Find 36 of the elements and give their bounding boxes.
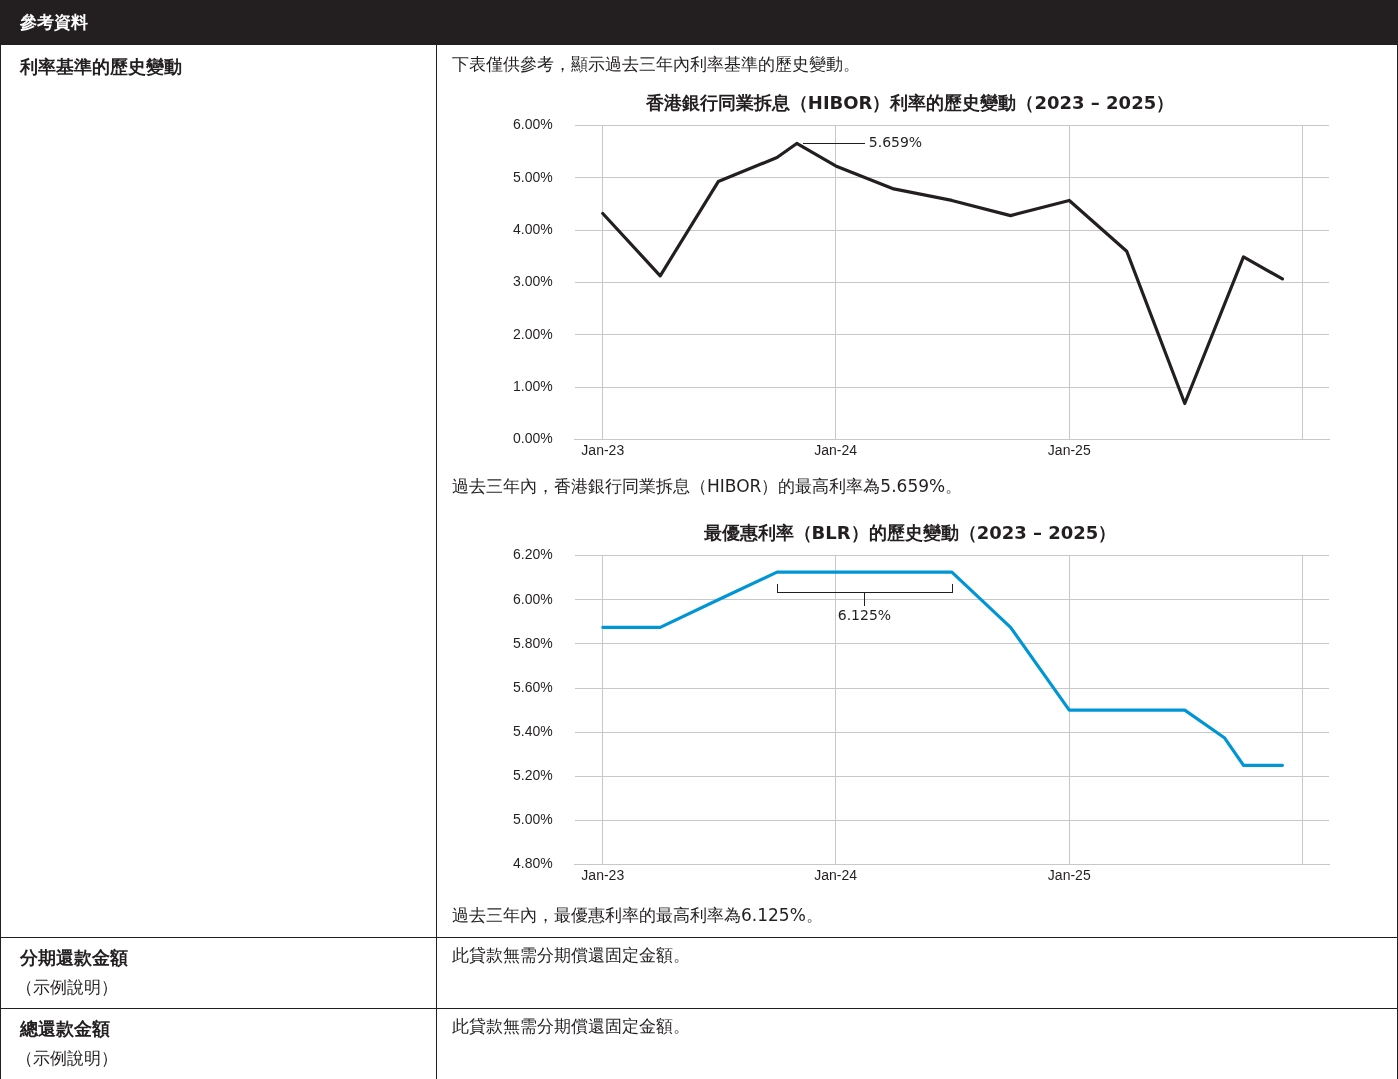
y-tick-label: 6.00% (512, 116, 553, 133)
y-tick-label: 4.80% (512, 855, 553, 872)
y-tick-label: 3.00% (512, 273, 553, 290)
text: 總還款金額 (20, 1017, 110, 1041)
y-tick-label: 4.00% (512, 221, 553, 238)
text: 過去三年內，最優惠利率的最高利率為6.125%。 (452, 904, 823, 927)
y-tick-label: 5.00% (512, 168, 553, 185)
y-tick-label: 5.80% (512, 634, 553, 651)
y-tick-label: 6.20% (512, 546, 553, 563)
text: （示例說明） (16, 1047, 118, 1070)
text: 分期還款金額 (20, 946, 128, 970)
annotation: 5.659% (868, 134, 923, 151)
x-tick-label: Jan-24 (814, 866, 858, 883)
y-tick-label: 5.20% (512, 767, 553, 784)
text: 參考資料 (20, 11, 88, 34)
text: 此貸款無需分期償還固定金額。 (452, 944, 690, 967)
annotation: 6.125% (837, 606, 892, 623)
x-tick-label: Jan-23 (581, 441, 625, 458)
y-tick-label: 6.00% (512, 590, 553, 607)
y-tick-label: 5.40% (512, 723, 553, 740)
text: 此貸款無需分期償還固定金額。 (452, 1015, 690, 1038)
chart-title: 香港銀行同業拆息（HIBOR）利率的歷史變動（2023 – 2025） (644, 92, 1175, 114)
x-tick-label: Jan-25 (1047, 441, 1091, 458)
y-tick-label: 0.00% (512, 430, 553, 447)
chart-subtitle: 下表僅供參考，顯示過去三年內利率基準的歷史變動。 (452, 53, 860, 76)
x-tick-label: Jan-25 (1047, 866, 1091, 883)
y-tick-label: 2.00% (512, 325, 553, 342)
text: 過去三年內，香港銀行同業拆息（HIBOR）的最高利率為5.659%。 (452, 475, 963, 498)
text: 利率基準的歷史變動 (20, 55, 182, 79)
y-tick-label: 1.00% (512, 378, 553, 395)
x-tick-label: Jan-23 (581, 866, 625, 883)
text: （示例說明） (16, 976, 118, 999)
y-tick-label: 5.00% (512, 811, 553, 828)
x-tick-label: Jan-24 (814, 441, 858, 458)
chart-title: 最優惠利率（BLR）的歷史變動（2023 – 2025） (702, 522, 1117, 544)
y-tick-label: 5.60% (512, 678, 553, 695)
